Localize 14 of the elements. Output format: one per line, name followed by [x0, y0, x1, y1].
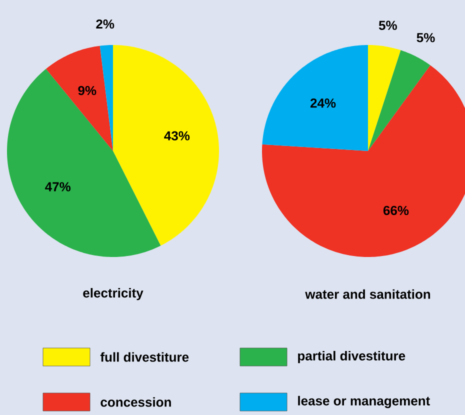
- data-label: 24%: [310, 98, 336, 108]
- data-label: 9%: [78, 86, 96, 96]
- legend-label: lease or management: [298, 396, 430, 408]
- data-label: 5%: [416, 33, 435, 42]
- text: water and sanitation: [305, 289, 430, 299]
- legend-label: concession: [100, 397, 171, 407]
- legend-label: partial divestiture: [298, 350, 406, 364]
- data-label: 2%: [96, 19, 114, 29]
- text: electricity: [83, 288, 144, 300]
- data-label: 5%: [378, 20, 397, 30]
- data-label: 47%: [45, 182, 71, 192]
- legend-label: full divestiture: [100, 352, 189, 362]
- data-label: 43%: [164, 131, 190, 140]
- data-label: 66%: [383, 206, 409, 216]
